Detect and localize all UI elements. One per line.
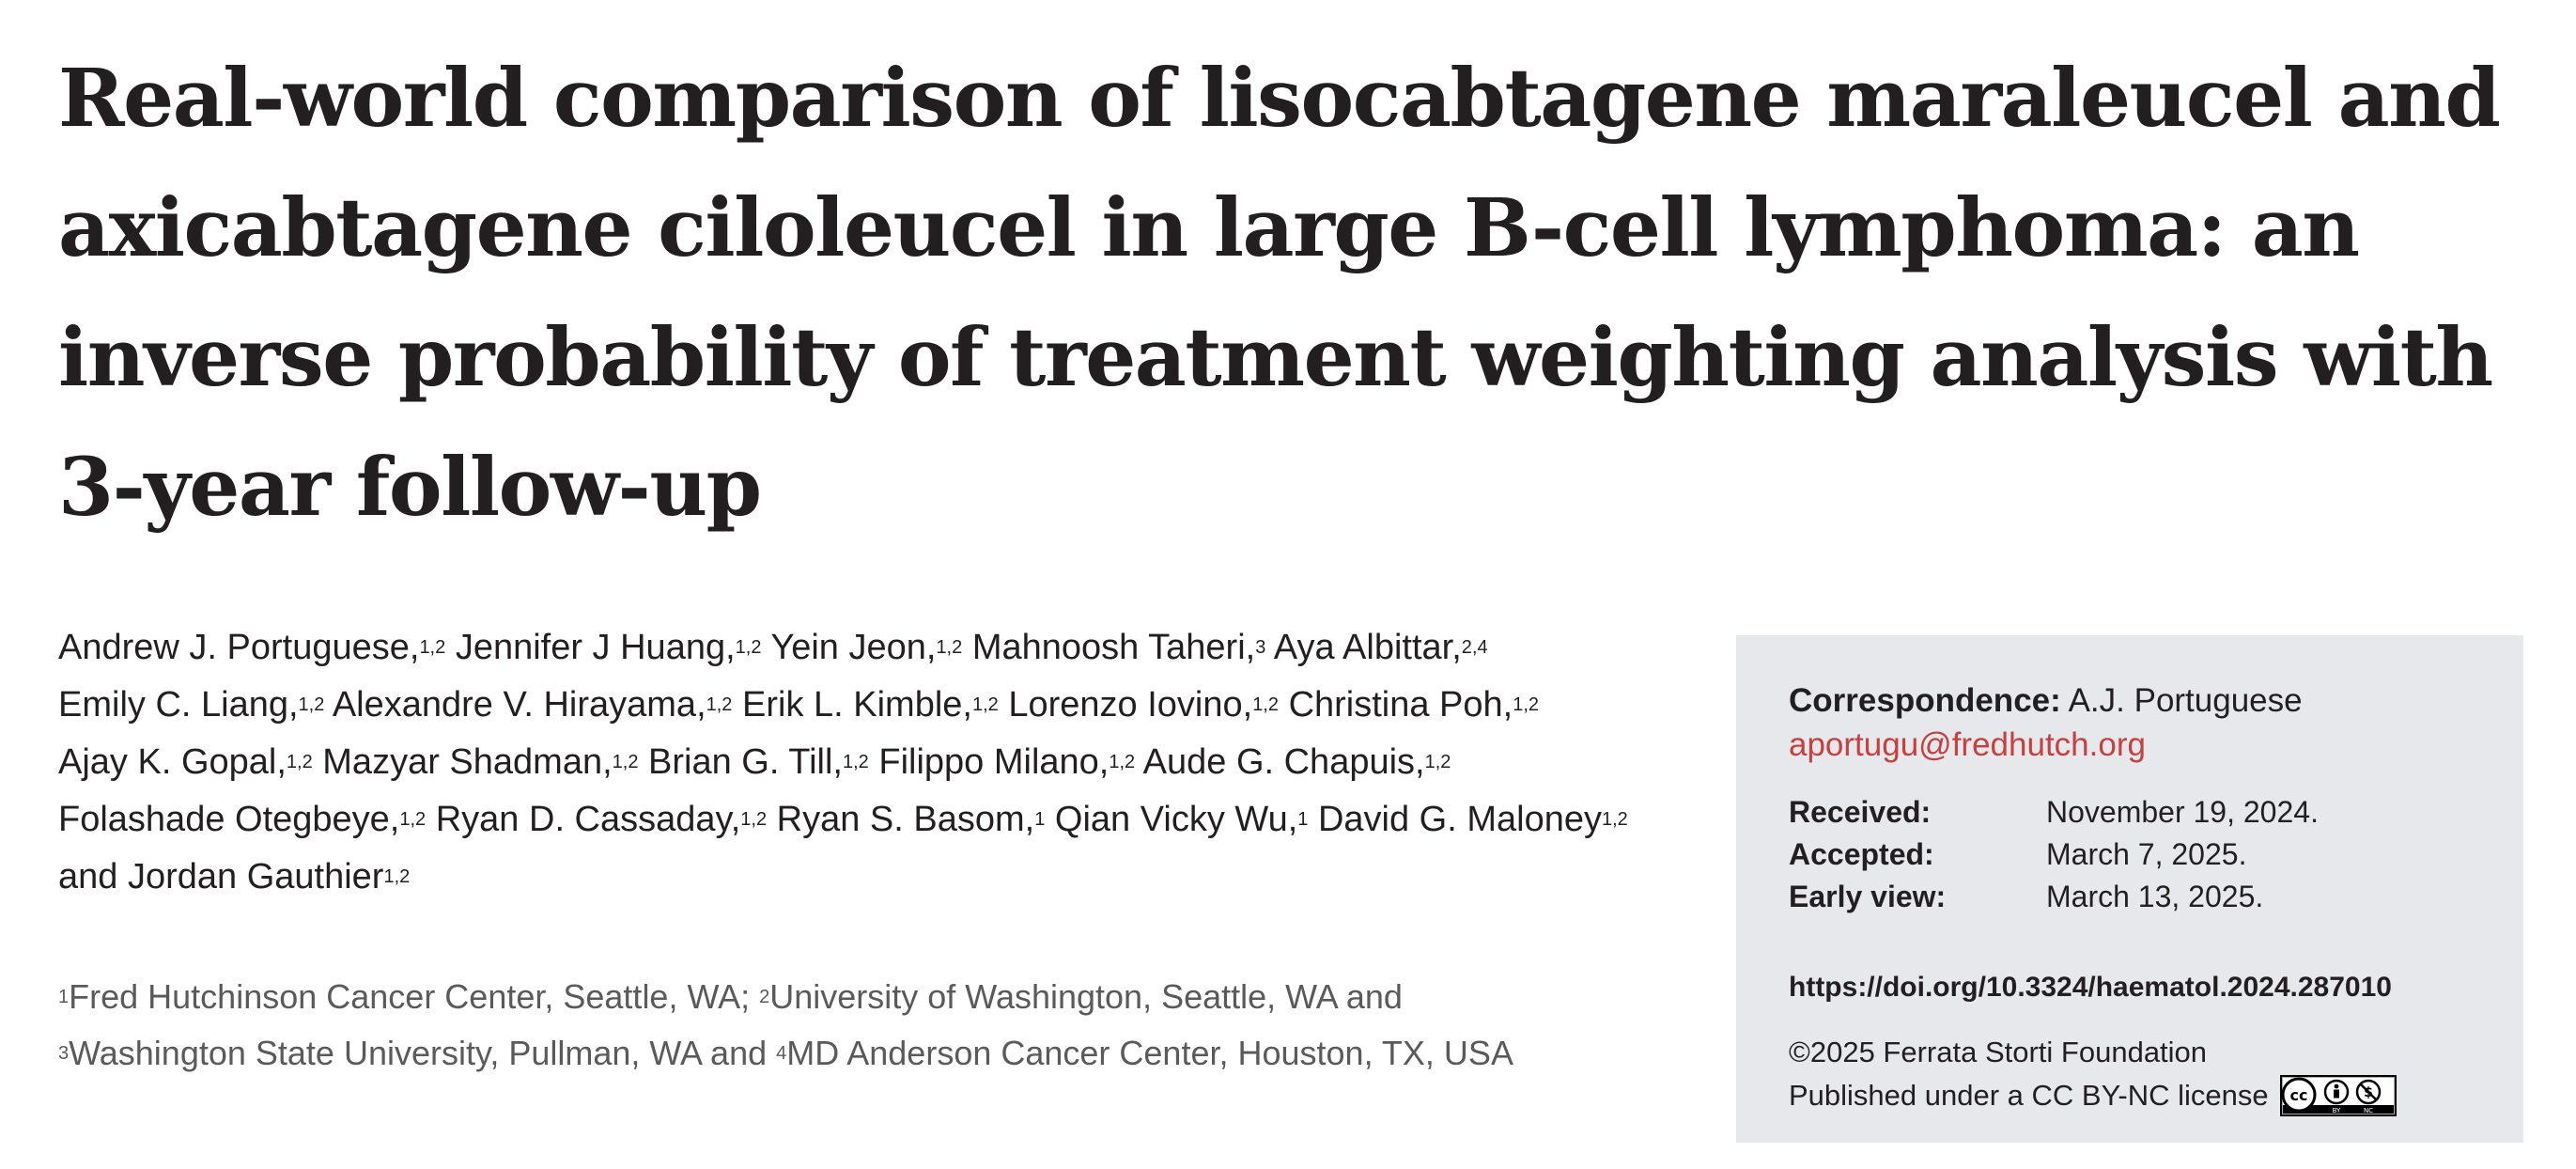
author-affiliation-marker: 1,2 [1601,809,1628,830]
article-dates: Received: November 19, 2024. Accepted: M… [1789,791,2471,918]
author-name: Aude G. Chapuis, [1142,742,1425,782]
author-affiliation-marker: 1 [1297,809,1309,830]
author-name: Ryan D. Cassaday, [435,800,741,839]
license-notice: Published under a CC BY-NC license cc $ … [1789,1074,2471,1117]
author-line: Emily C. Liang,1,2 Alexandre V. Hirayama… [58,677,1712,734]
affiliation-number: 3 [58,1043,70,1064]
affiliation-line: 1Fred Hutchinson Cancer Center, Seattle,… [58,969,1712,1025]
author-name: David G. Maloney [1317,800,1602,839]
svg-text:cc: cc [2289,1086,2307,1104]
date-received: Received: November 19, 2024. [1789,791,2471,834]
author-affiliation-marker: 1,2 [399,809,427,830]
author-affiliation-marker: 1 [1034,809,1046,830]
author-name: Mahnoosh Taheri, [971,628,1256,667]
author-list: Andrew J. Portuguese,1,2 Jennifer J Huan… [58,619,1712,906]
author-name: Ryan S. Basom, [776,800,1035,839]
date-value: November 19, 2024. [2046,795,2319,829]
affiliation-text: University of Washington, Seattle, WA an… [769,977,1403,1016]
correspondence-name: A.J. Portuguese [2068,682,2303,719]
author-name: Andrew J. Portuguese, [58,628,420,667]
affiliation-number: 4 [776,1043,787,1064]
date-value: March 13, 2025. [2046,880,2264,913]
affiliation-text: Washington State University, Pullman, WA… [69,1034,777,1072]
doi-link[interactable]: https://doi.org/10.3324/haematol.2024.28… [1789,972,2392,1003]
author-affiliation-marker: 1,2 [735,637,762,658]
author-affiliation-marker: 1,2 [286,752,313,772]
author-name: Ajay K. Gopal, [58,742,287,782]
affiliation-line: 3Washington State University, Pullman, W… [58,1025,1712,1082]
cc-by-nc-icon[interactable]: cc $ BY NC [2279,1075,2397,1116]
author-line: Ajay K. Gopal,1,2 Mazyar Shadman,1,2 Bri… [58,734,1712,791]
affiliation-number: 1 [58,987,70,1007]
author-affiliation-marker: 1,2 [1252,694,1279,715]
author-affiliation-marker: 1,2 [936,637,963,658]
correspondence-email-link[interactable]: aportugu@fredhutch.org [1789,726,2146,763]
author-affiliation-marker: 1,2 [971,694,999,715]
author-affiliation-marker: 1,2 [1109,752,1136,772]
author-name: Aya Albittar, [1273,628,1462,667]
author-name: Alexandre V. Hirayama, [332,685,706,725]
article-info-box: Correspondence: A.J. Portuguese aportugu… [1736,635,2523,1143]
author-name: Folashade Otegbeye, [58,800,400,839]
author-line: Folashade Otegbeye,1,2 Ryan D. Cassaday,… [58,791,1712,849]
affiliation-number: 2 [759,987,770,1007]
author-name: and Jordan Gauthier [58,857,384,896]
svg-text:NC: NC [2364,1107,2373,1114]
copyright-notice: ©2025 Ferrata Storti Foundation [1789,1036,2208,1068]
author-affiliation-marker: 1,2 [1513,694,1540,715]
correspondence-label: Correspondence: [1789,682,2061,719]
affiliation-text: MD Anderson Cancer Center, Houston, TX, … [786,1034,1513,1072]
svg-text:BY: BY [2332,1107,2340,1114]
author-line: Andrew J. Portuguese,1,2 Jennifer J Huan… [58,619,1712,677]
author-affiliation-marker: 1,2 [842,752,869,772]
date-value: March 7, 2025. [2046,837,2247,871]
author-name: Jennifer J Huang, [455,628,736,667]
affiliation-text: Fred Hutchinson Cancer Center, Seattle, … [69,977,760,1016]
author-name: Christina Poh, [1288,685,1513,725]
author-name: Emily C. Liang, [58,685,299,725]
author-name: Yein Jeon, [770,628,937,667]
author-affiliation-marker: 1,2 [740,809,768,830]
author-affiliation-marker: 3 [1255,637,1266,658]
correspondence: Correspondence: A.J. Portuguese [1789,678,2471,723]
author-affiliation-marker: 1,2 [298,694,325,715]
author-affiliation-marker: 1,2 [383,866,411,887]
author-line: and Jordan Gauthier1,2 [58,849,1712,906]
date-label: Accepted: [1789,837,1934,871]
affiliation-list: 1Fred Hutchinson Cancer Center, Seattle,… [58,969,1712,1082]
date-accepted: Accepted: March 7, 2025. [1789,834,2471,876]
date-label: Early view: [1789,880,1947,913]
author-name: Qian Vicky Wu, [1054,800,1298,839]
date-early-view: Early view: March 13, 2025. [1789,876,2471,918]
author-name: Lorenzo Iovino, [1008,685,1253,725]
author-affiliation-marker: 1,2 [419,637,446,658]
author-name: Brian G. Till, [648,742,843,782]
article-title: Real-world comparison of lisocabtagene m… [58,52,2501,535]
author-affiliation-marker: 2,4 [1461,637,1488,658]
author-affiliation-marker: 1,2 [706,694,733,715]
license-text: Published under a CC BY-NC license [1789,1079,2269,1112]
author-name: Filippo Milano, [878,742,1110,782]
author-name: Mazyar Shadman, [322,742,613,782]
author-name: Erik L. Kimble, [742,685,972,725]
author-affiliation-marker: 1,2 [612,752,639,772]
date-label: Received: [1789,795,1932,829]
author-affiliation-marker: 1,2 [1424,752,1451,772]
